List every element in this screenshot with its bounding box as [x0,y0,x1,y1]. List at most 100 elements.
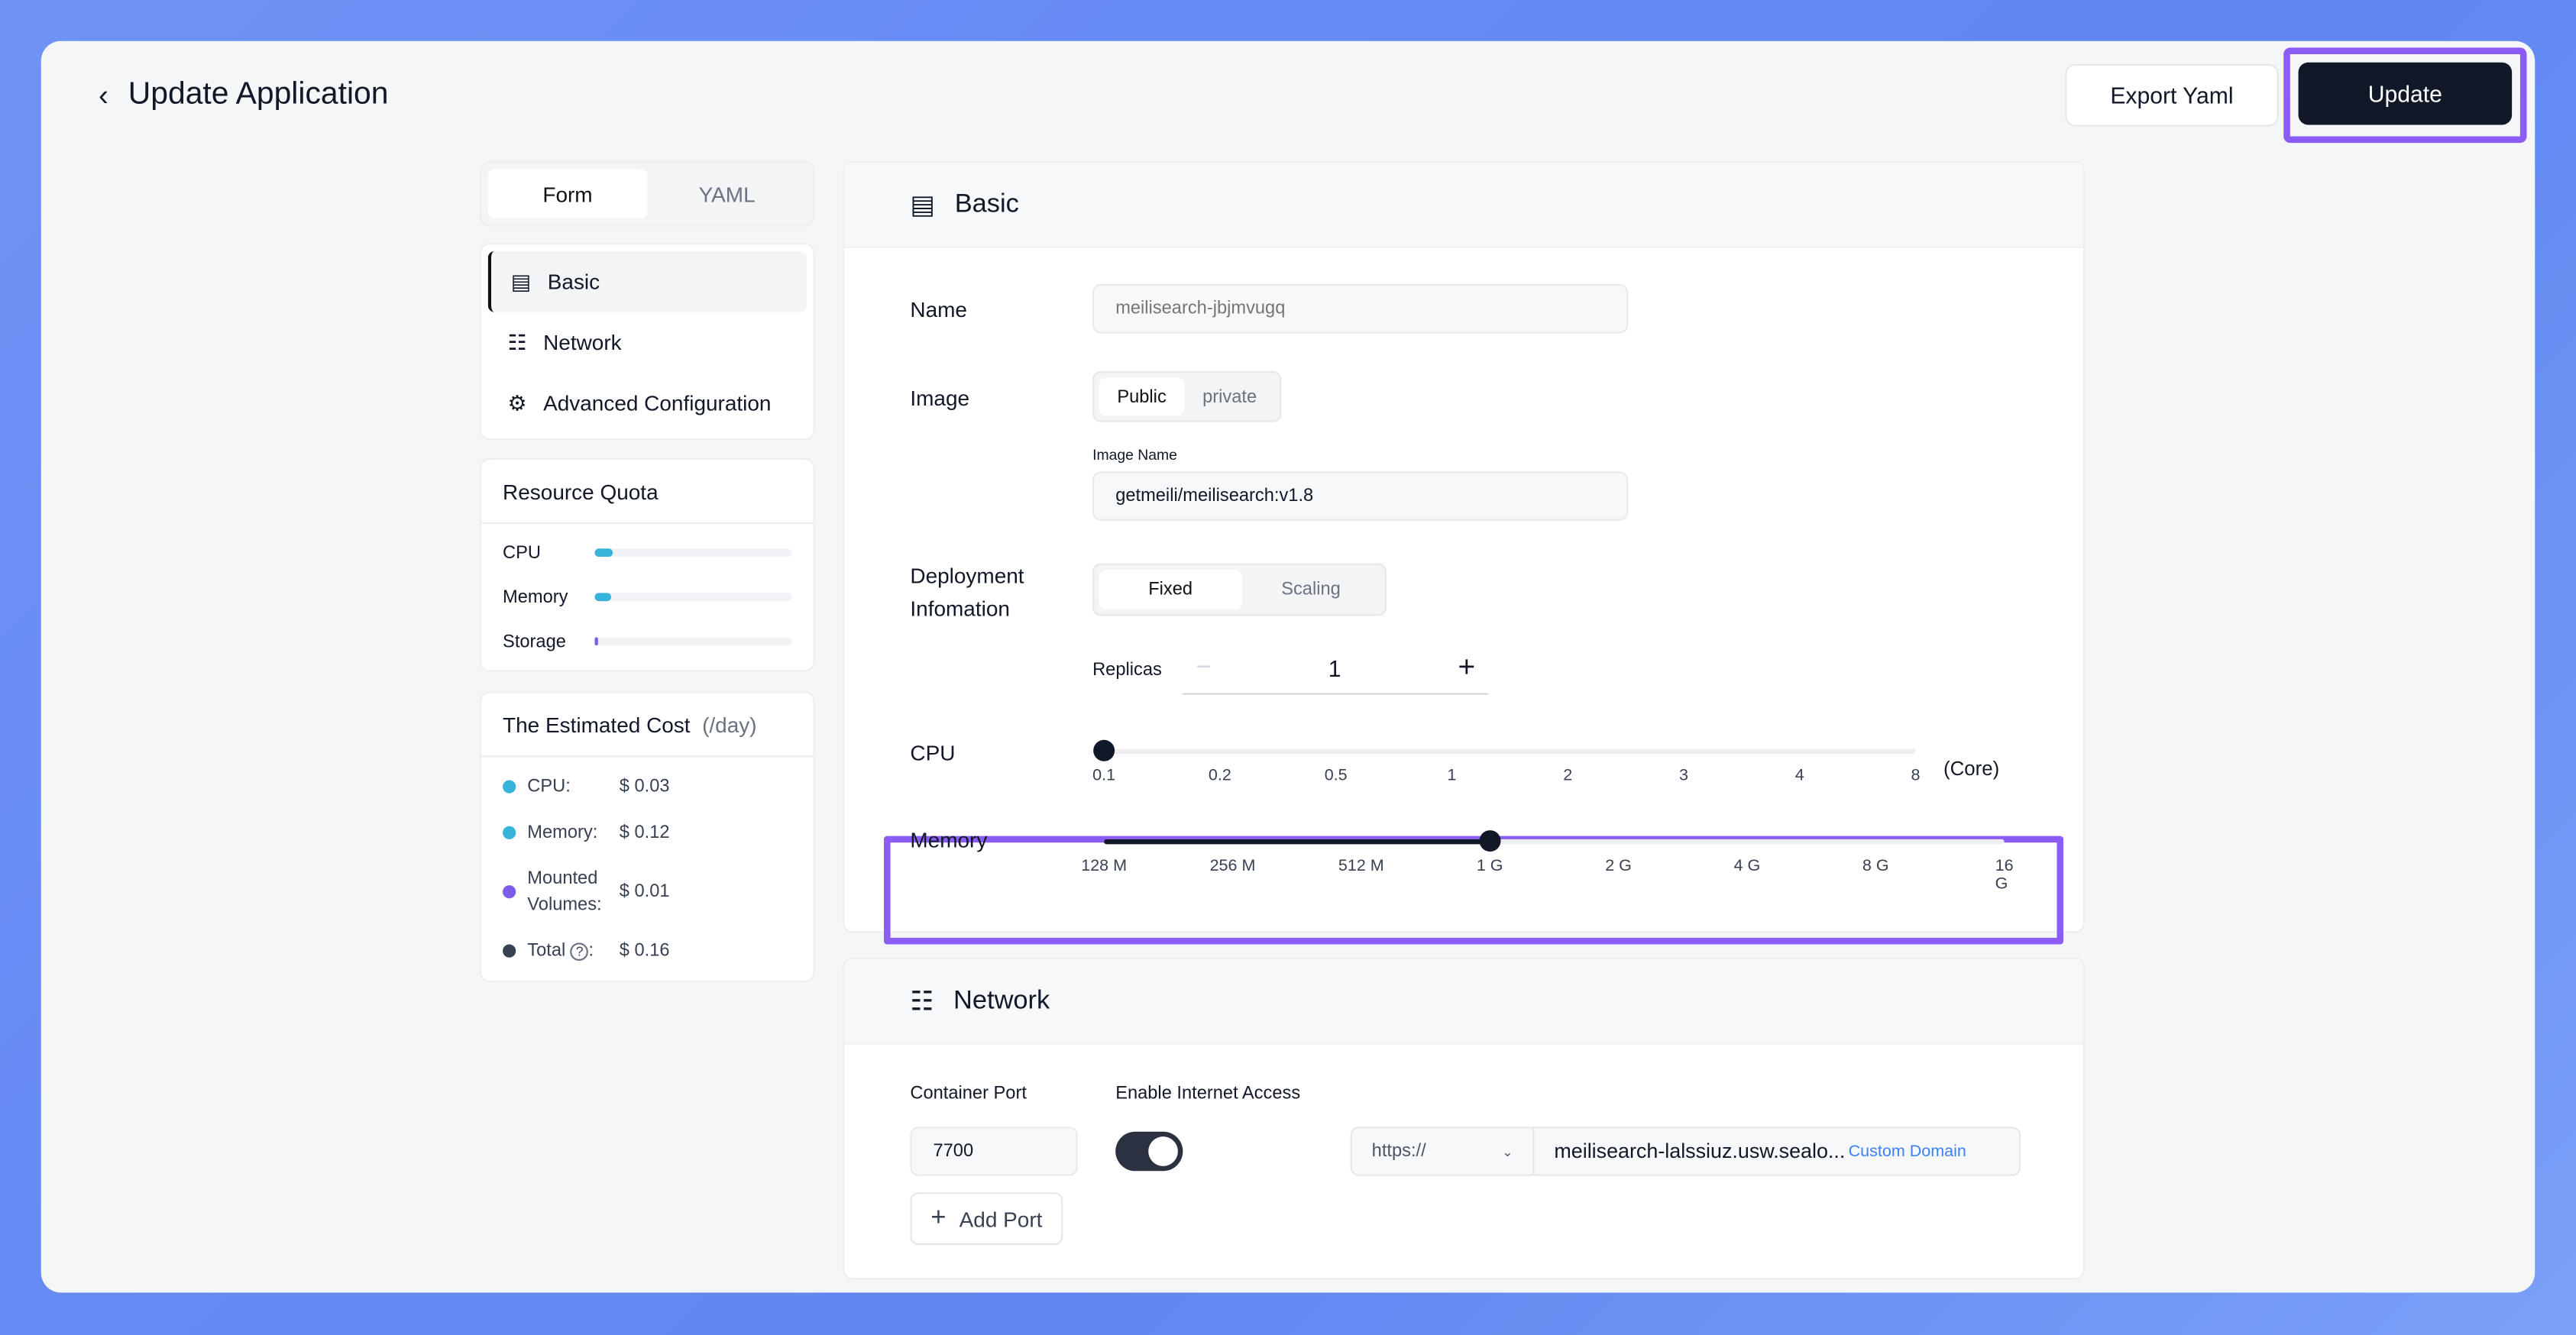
custom-domain-link[interactable]: Custom Domain [1848,1142,1966,1161]
cost-row: Mounted Volumes: $ 0.01 [481,855,813,928]
update-highlight: Update [2283,47,2527,144]
deployment-mode-toggle: Fixed Scaling [1092,563,1387,616]
memory-slider[interactable]: 128 M 256 M 512 M 1 G 2 G 4 G 8 G 16 G [1081,830,2014,894]
cost-dot [503,826,516,839]
page-title: Update Application [128,77,389,112]
cost-dot [503,944,516,958]
cost-label: Mounted Volumes: [527,868,602,915]
minus-icon[interactable]: − [1196,652,1212,681]
cost-label: Total [527,941,566,962]
slider-tick: 128 M [1081,857,1128,876]
deployment-label: Deployment Infomation [910,563,1024,621]
fixed-option[interactable]: Fixed [1099,570,1242,609]
form-yaml-tabs: Form YAML [479,160,815,227]
container-port-input[interactable]: 7700 [910,1127,1078,1176]
cpu-slider[interactable]: 0.1 0.2 0.5 1 2 3 4 8 [1092,739,1920,799]
cost-dot [503,885,516,899]
name-input[interactable] [1092,284,1629,334]
gear-icon: ⚙ [507,390,527,415]
slider-tick: 4 [1794,767,1804,785]
document-icon: ▤ [510,268,532,293]
scaling-option[interactable]: Scaling [1281,580,1341,600]
help-circle-icon[interactable]: ? [570,942,589,962]
back-chevron-icon[interactable]: ‹ [99,78,108,112]
tab-form[interactable]: Form [487,169,648,219]
quota-bar [594,593,792,602]
internet-access-label: Enable Internet Access [1115,1084,1301,1104]
quota-bar [594,548,792,558]
cost-value: $ 0.01 [619,881,670,902]
quota-label: Memory [503,587,568,607]
nav-item-advanced-configuration[interactable]: ⚙ Advanced Configuration [488,373,807,434]
domain-value: meilisearch-lalssiuz.usw.sealo... [1554,1139,1846,1163]
slider-tick: 8 G [1862,857,1889,876]
quota-row-cpu: CPU [481,531,813,575]
network-icon: ☷ [507,329,527,354]
slider-handle[interactable] [1479,830,1501,852]
nav-label: Advanced Configuration [543,390,772,416]
slider-tick: 512 M [1338,857,1384,876]
add-port-button[interactable]: + Add Port [910,1192,1063,1246]
add-port-label: Add Port [959,1206,1043,1231]
replicas-stepper[interactable]: − 1 + [1183,642,1489,695]
slider-track[interactable] [1104,748,1916,755]
quota-label: Storage [503,631,566,651]
section-nav: ▤ Basic ☷ Network ⚙ Advanced Configuration [479,243,815,441]
cost-row: CPU: $ 0.03 [481,764,813,810]
nav-item-basic[interactable]: ▤ Basic [487,251,807,312]
nav-label: Network [543,330,622,355]
slider-tick: 0.5 [1324,767,1348,785]
quota-row-storage: Storage [481,619,813,664]
domain-field: https:// ⌄ meilisearch-lalssiuz.usw.sealo… [1350,1127,2021,1176]
cpu-unit: (Core) [1943,757,2000,781]
cost-row: Memory: $ 0.12 [481,810,813,855]
basic-section: ▤ Basic Name Image Public private Image N… [843,160,2085,945]
slider-tick: 1 G [1476,857,1503,876]
resource-quota-title: Resource Quota [481,460,814,525]
cost-value: $ 0.03 [619,777,670,797]
cost-dot [503,780,516,794]
slider-tick: 256 M [1209,857,1256,876]
document-icon: ▤ [910,191,935,220]
cost-label: Memory: [527,823,598,843]
slider-tick: 1 [1447,767,1457,785]
slider-tick: 2 G [1605,857,1632,876]
tab-yaml[interactable]: YAML [698,181,756,206]
cpu-label: CPU [910,740,956,766]
replicas-label: Replicas [1092,660,1162,680]
image-label: Image [910,386,970,411]
image-private-option[interactable]: private [1202,386,1257,407]
slider-handle[interactable] [1093,739,1115,761]
network-title: Network [953,986,1050,1014]
cost-row: Total ?: $ 0.16 [481,928,813,974]
network-icon: ☷ [910,988,934,1017]
replicas-value[interactable]: 1 [1328,654,1341,681]
quota-label: CPU [503,542,542,563]
slider-fill [1104,839,1490,845]
memory-highlight [883,836,2064,945]
export-yaml-button[interactable]: Export Yaml [2065,63,2279,127]
cost-title: The Estimated Cost [503,712,691,737]
image-type-toggle: Public private [1092,371,1282,422]
image-name-input[interactable]: getmeili/meilisearch:v1.8 [1092,471,1629,521]
image-public-option[interactable]: Public [1099,377,1185,416]
network-section: ☷ Network Container Port 7700 Enable Inte… [843,957,2085,1280]
memory-label: Memory [910,827,988,853]
plus-icon[interactable]: + [1458,650,1476,684]
nav-item-network[interactable]: ☷ Network [488,312,807,373]
protocol-select[interactable]: https:// ⌄ [1352,1128,1535,1175]
update-application-panel: ‹ Update Application Export Yaml Update … [40,40,2536,1293]
quota-bar [594,637,792,646]
image-name-label: Image Name [1092,446,1177,464]
nav-label: Basic [547,269,600,294]
cost-unit: (/day) [702,712,757,737]
update-button[interactable]: Update [2298,62,2513,125]
basic-title: Basic [954,189,1019,218]
slider-track[interactable] [1104,839,2005,845]
quota-row-memory: Memory [481,575,813,619]
internet-access-toggle[interactable] [1115,1131,1183,1172]
slider-tick: 16 G [1995,857,2014,894]
cost-label: CPU: [527,777,571,797]
cost-value: $ 0.16 [619,941,670,962]
protocol-value: https:// [1371,1141,1426,1162]
